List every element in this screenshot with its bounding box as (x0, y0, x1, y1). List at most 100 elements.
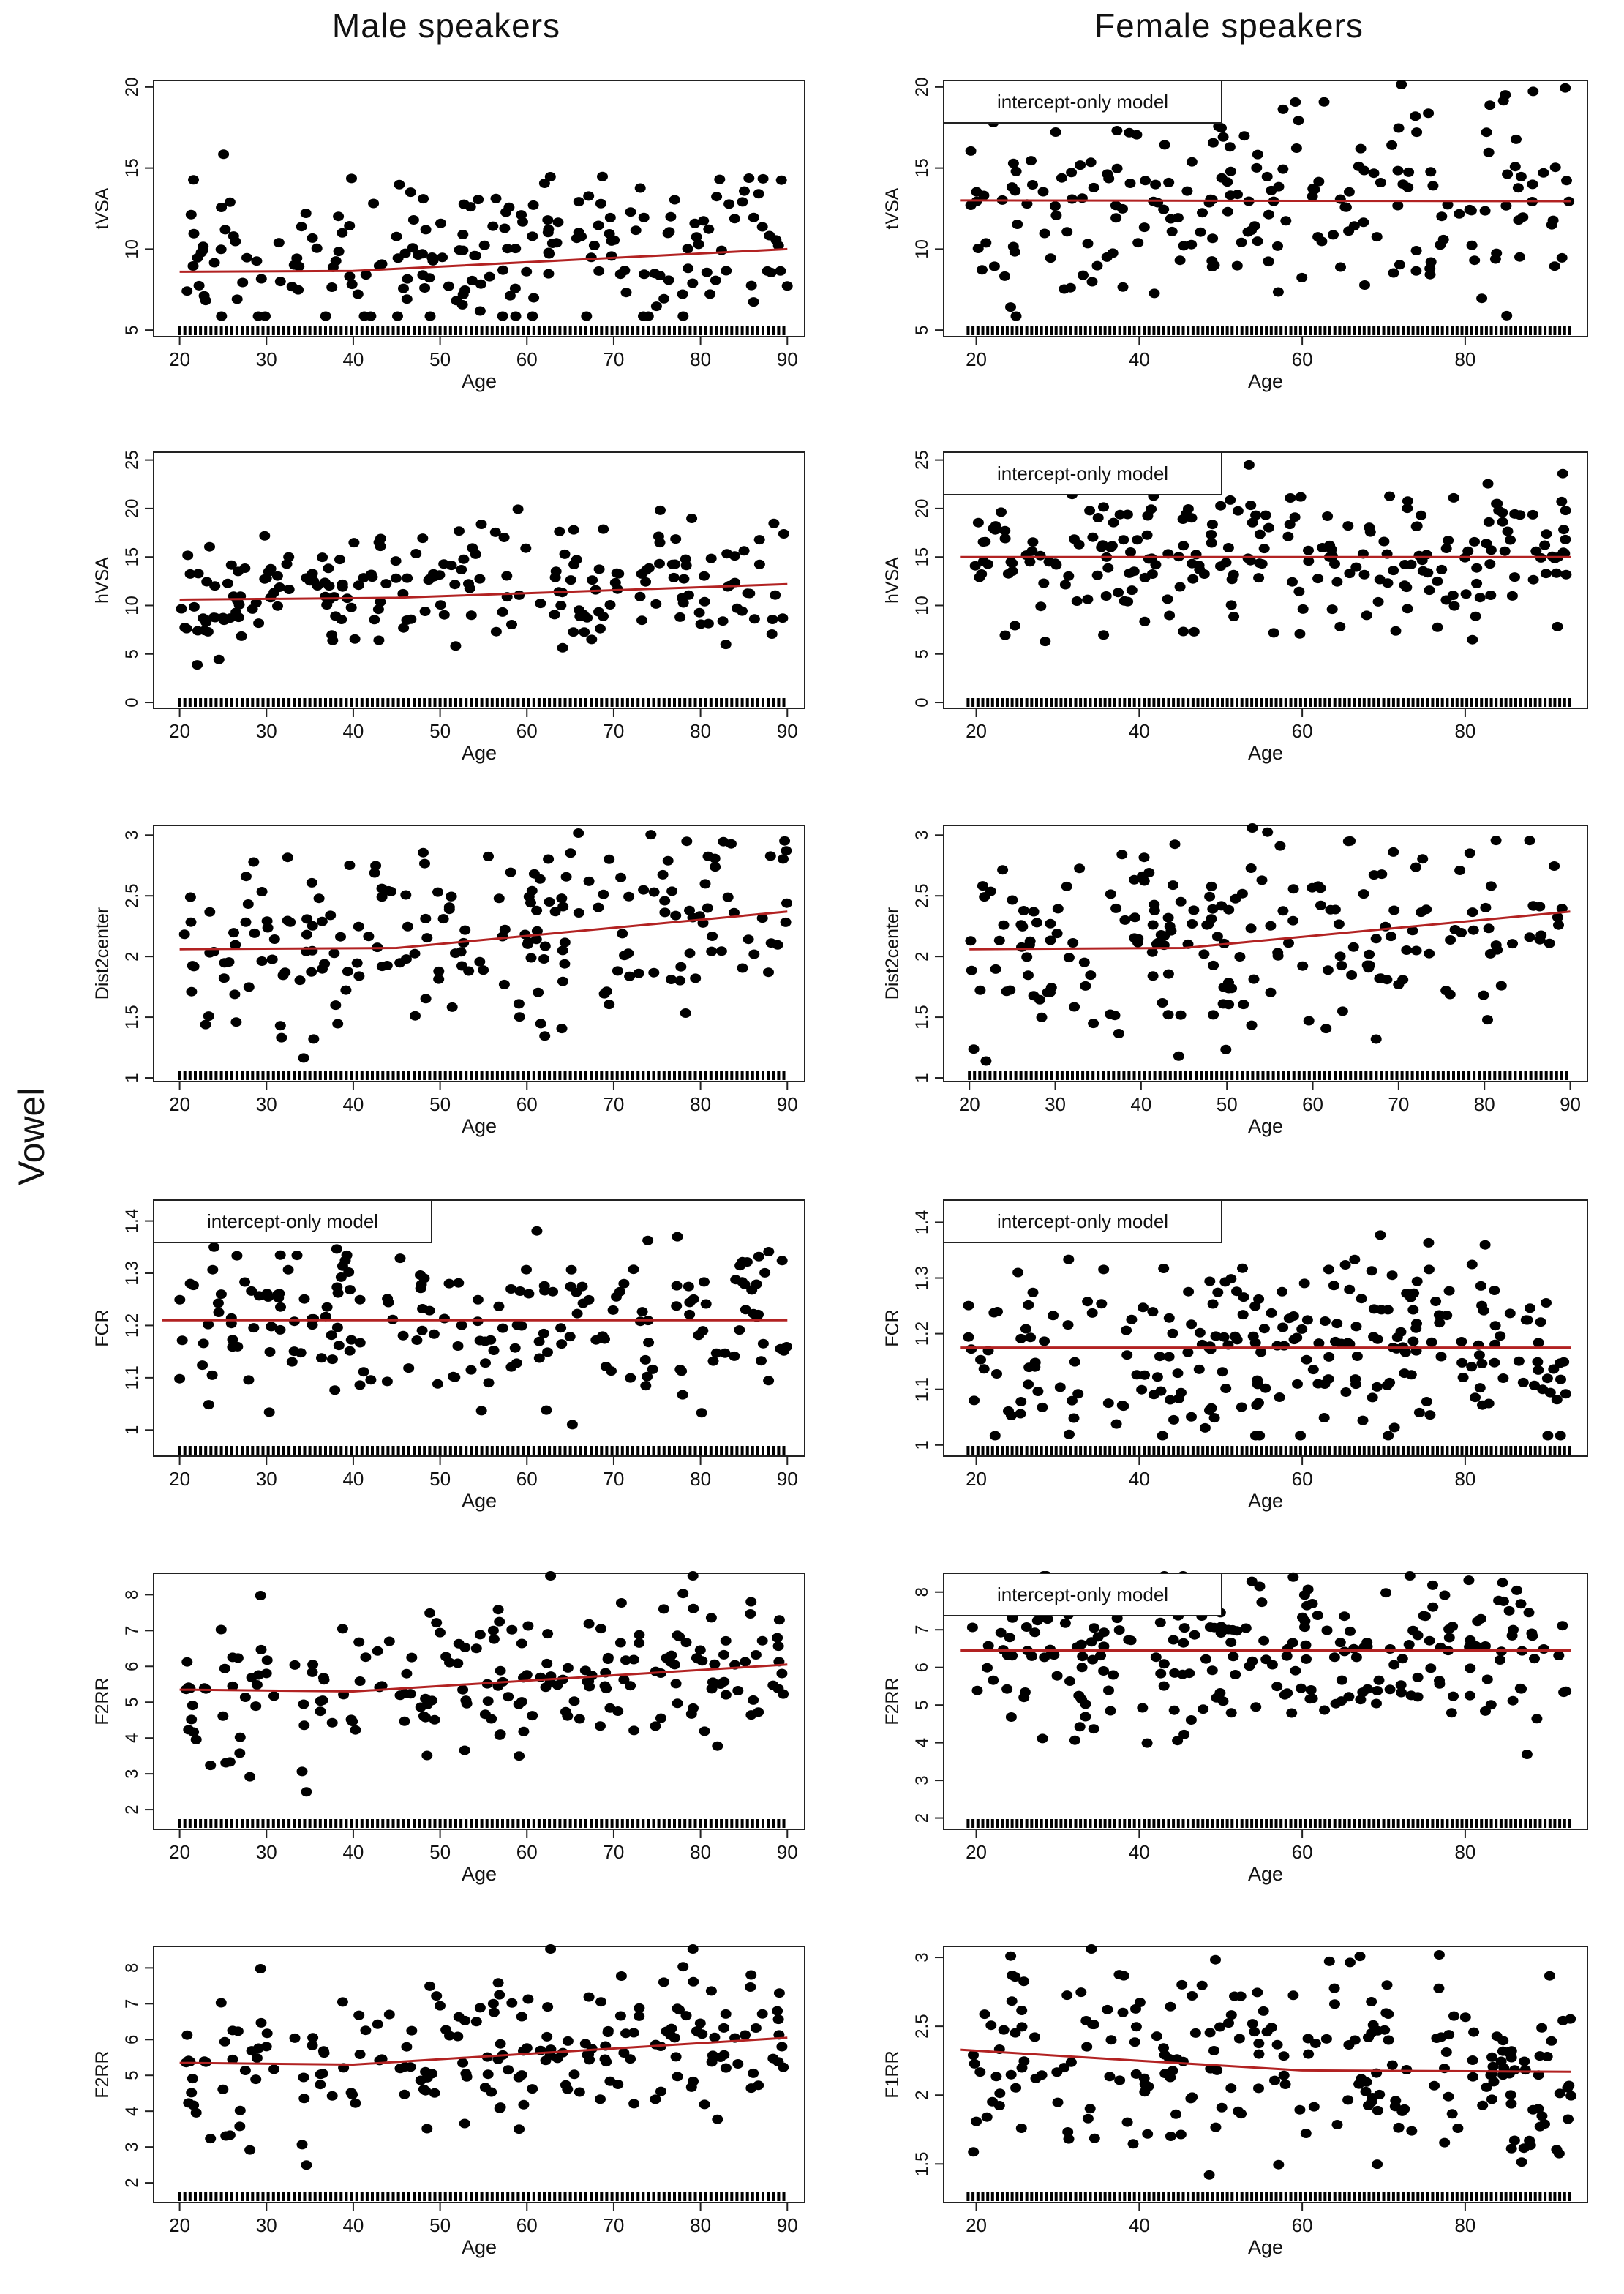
data-point (1086, 277, 1098, 287)
data-point (203, 1011, 214, 1022)
data-point (190, 2107, 202, 2118)
data-point (1158, 1681, 1170, 1691)
data-point (200, 296, 211, 306)
data-point (1424, 585, 1435, 596)
data-point (1508, 2135, 1520, 2145)
data-point (1010, 311, 1022, 321)
data-point (449, 580, 461, 590)
data-point (274, 1250, 286, 1260)
data-point (1254, 1581, 1266, 1592)
x-tick-label: 20 (169, 1841, 190, 1863)
data-point (1036, 1012, 1048, 1022)
data-point (1301, 1654, 1312, 1664)
data-point (1199, 1422, 1211, 1433)
data-point (757, 1338, 769, 1349)
data-point (746, 1285, 758, 1295)
data-point (274, 277, 286, 287)
data-point (183, 1725, 195, 1735)
data-point (1388, 1660, 1400, 1670)
data-point (579, 2039, 591, 2049)
data-point (1147, 1307, 1159, 1317)
data-point (1272, 951, 1284, 961)
data-point (573, 828, 584, 838)
data-point (1307, 1599, 1318, 1608)
data-point (311, 243, 323, 253)
data-point (968, 1044, 980, 1054)
data-point (295, 1348, 307, 1358)
model-note: intercept-only model (943, 1573, 1222, 1616)
data-point (456, 299, 468, 310)
data-point (1546, 220, 1557, 230)
data-point (1258, 544, 1270, 554)
x-tick-label: 40 (342, 348, 364, 370)
data-point (493, 893, 505, 904)
data-point (1104, 2072, 1116, 2082)
data-point (1331, 1319, 1343, 1329)
data-point (1534, 2051, 1546, 2061)
data-point (1027, 180, 1038, 190)
data-point (346, 280, 358, 290)
data-point (219, 2036, 230, 2047)
data-point (1023, 970, 1034, 981)
data-point (1215, 501, 1227, 511)
data-point (1384, 1644, 1396, 1654)
data-point (1245, 501, 1257, 511)
data-point (1509, 572, 1520, 582)
data-point (1124, 179, 1136, 188)
data-point (354, 1380, 366, 1390)
data-point (1236, 237, 1247, 247)
data-point (1372, 2025, 1383, 2036)
data-point (1476, 1300, 1488, 1311)
data-point (695, 619, 707, 629)
y-tick-label: 5 (912, 649, 932, 659)
data-point (215, 244, 227, 255)
data-point (1330, 1698, 1342, 1709)
y-tick-label: 2 (122, 2178, 142, 2187)
data-point (1087, 2020, 1098, 2029)
data-point (1146, 504, 1157, 514)
data-point (181, 286, 193, 296)
data-point (470, 1643, 482, 1654)
data-point (320, 1311, 331, 1322)
data-point (1444, 989, 1456, 1000)
data-point (344, 271, 356, 282)
data-point (415, 1270, 426, 1280)
data-point (1324, 540, 1336, 550)
data-point (1252, 1379, 1263, 1390)
data-point (1037, 1733, 1048, 1744)
data-point (454, 526, 465, 536)
data-point (699, 1726, 710, 1736)
data-point (1386, 140, 1398, 150)
data-point (443, 902, 455, 912)
data-point (394, 1690, 406, 1701)
data-point (192, 569, 204, 579)
data-point (1467, 907, 1478, 918)
data-point (658, 293, 670, 304)
data-point (1539, 540, 1551, 550)
data-point (648, 887, 660, 897)
data-point (1023, 1379, 1034, 1390)
data-point (1403, 167, 1415, 177)
data-point (350, 1725, 361, 1735)
data-point (458, 199, 470, 209)
data-point (1016, 2063, 1028, 2073)
data-point (1228, 569, 1239, 580)
data-point (1098, 1264, 1110, 1275)
data-point (583, 191, 595, 201)
data-point (1162, 1010, 1174, 1020)
data-point (184, 892, 196, 902)
data-point (1159, 2069, 1171, 2079)
data-point (1075, 1987, 1087, 1998)
data-point (586, 634, 598, 645)
data-point (681, 836, 693, 847)
data-point (1383, 1431, 1394, 1441)
data-point (1253, 2049, 1265, 2059)
data-point (1170, 2109, 1181, 2119)
data-point (1187, 919, 1198, 929)
data-point (539, 941, 551, 951)
data-point (222, 578, 233, 588)
data-point (677, 311, 689, 321)
data-point (1075, 1639, 1087, 1649)
data-point (1114, 2075, 1126, 2085)
data-point (1154, 1617, 1166, 1627)
